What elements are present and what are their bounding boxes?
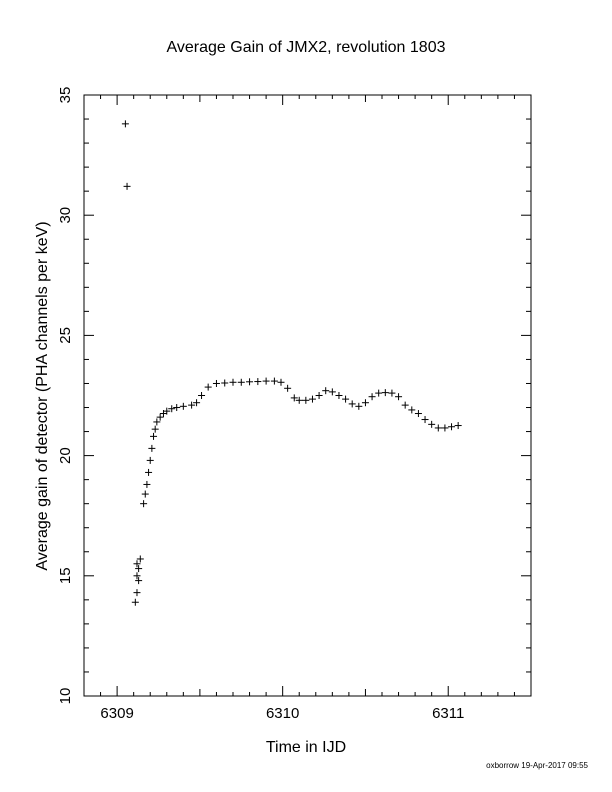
data-point <box>448 423 456 431</box>
data-point <box>277 378 285 386</box>
y-tick-label: 25 <box>57 327 74 344</box>
data-point <box>270 377 278 385</box>
data-point <box>221 379 229 387</box>
chart-title: Average Gain of JMX2, revolution 1803 <box>167 39 446 56</box>
data-point <box>368 393 376 401</box>
x-tick-label: 6310 <box>266 705 299 722</box>
y-axis: 10 15 20 25 30 35 <box>57 87 531 705</box>
y-tick-label: 30 <box>57 207 74 224</box>
data-point <box>133 560 141 568</box>
data-point <box>151 425 159 433</box>
data-point <box>441 424 449 432</box>
data-point <box>284 384 292 392</box>
data-point <box>381 389 389 397</box>
y-tick-label: 35 <box>57 87 74 104</box>
data-point <box>173 404 181 412</box>
data-point <box>434 424 442 432</box>
x-tick-label: 6309 <box>100 705 133 722</box>
data-point <box>315 392 323 399</box>
data-point <box>193 399 201 407</box>
data-point <box>198 392 206 399</box>
data-point <box>121 120 129 128</box>
data-point <box>335 392 343 399</box>
plot-frame <box>83 94 532 697</box>
data-point <box>361 399 369 407</box>
data-point <box>229 378 237 386</box>
data-point <box>136 555 144 563</box>
data-point <box>153 418 161 426</box>
data-point <box>140 500 148 508</box>
data-point <box>131 598 139 606</box>
data-point <box>395 393 403 401</box>
data-point <box>254 378 262 386</box>
data-point <box>156 413 164 421</box>
data-point <box>135 565 143 573</box>
data-point <box>150 432 158 440</box>
data-point <box>428 420 436 428</box>
data-point <box>133 572 141 580</box>
data-point <box>388 389 396 397</box>
data-point <box>188 401 196 409</box>
data-point <box>401 401 409 409</box>
data-point <box>414 410 422 418</box>
footer-stamp: oxborrow 19-Apr-2017 09:55 <box>486 761 588 770</box>
data-point <box>322 387 330 395</box>
data-point <box>328 388 336 396</box>
data-point <box>168 405 176 413</box>
data-point <box>342 395 350 403</box>
data-point <box>133 589 141 597</box>
data-point <box>421 416 429 424</box>
y-tick-label: 20 <box>57 447 74 464</box>
data-point <box>308 395 316 403</box>
data-point <box>204 383 212 391</box>
x-axis-label: Time in IJD <box>266 739 346 756</box>
data-point <box>212 379 220 387</box>
data-point <box>302 396 310 404</box>
data-point <box>295 396 303 404</box>
data-point <box>145 468 153 476</box>
data-point <box>163 407 171 415</box>
data-point <box>290 394 298 402</box>
data-point <box>148 444 156 452</box>
data-point <box>355 402 363 410</box>
data-point <box>237 378 245 386</box>
data-point <box>143 480 151 488</box>
data-point <box>454 422 462 430</box>
data-point <box>179 402 187 410</box>
y-tick-label: 10 <box>57 688 74 705</box>
data-point <box>408 406 416 414</box>
y-axis-label: Average gain of detector (PHA channels p… <box>34 221 51 570</box>
data-point <box>135 577 143 585</box>
data-point <box>123 182 131 190</box>
data-point <box>146 456 154 464</box>
data-point <box>246 378 254 386</box>
data-point <box>348 400 356 408</box>
data-point <box>262 377 270 385</box>
x-axis: 6309 6310 6311 <box>83 95 532 722</box>
data-point <box>141 490 149 498</box>
data-points <box>121 120 462 606</box>
x-tick-label: 6311 <box>432 705 464 722</box>
y-tick-label: 15 <box>57 567 74 584</box>
data-point <box>375 389 383 397</box>
